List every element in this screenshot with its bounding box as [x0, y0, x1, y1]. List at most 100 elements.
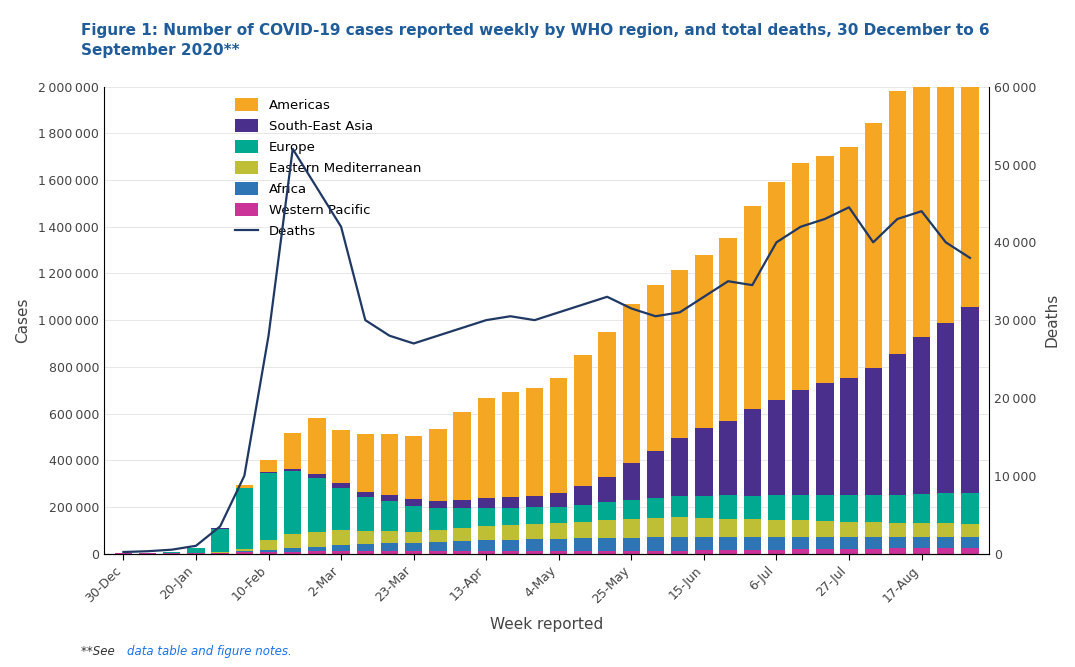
Bar: [768, 400, 785, 495]
Bar: [381, 552, 398, 554]
Deaths: [262, 331, 275, 340]
Bar: [405, 436, 422, 500]
Bar: [864, 549, 882, 554]
Bar: [937, 523, 955, 537]
Bar: [429, 552, 446, 554]
Bar: [429, 542, 446, 552]
Bar: [212, 528, 229, 552]
Bar: [357, 544, 374, 552]
Bar: [937, 494, 955, 523]
Bar: [212, 552, 229, 553]
Bar: [671, 518, 688, 537]
Bar: [599, 502, 616, 520]
Bar: [502, 526, 519, 540]
Bar: [284, 534, 301, 548]
Bar: [260, 540, 277, 550]
Bar: [309, 474, 326, 478]
Bar: [235, 549, 253, 552]
Deaths: [383, 331, 396, 340]
Bar: [381, 434, 398, 495]
Deaths: [166, 546, 178, 554]
Bar: [889, 522, 906, 537]
Bar: [454, 508, 471, 528]
Bar: [696, 496, 713, 518]
Bar: [260, 552, 277, 554]
Bar: [768, 537, 785, 550]
Bar: [864, 494, 882, 522]
Bar: [816, 383, 833, 495]
Y-axis label: Cases: Cases: [15, 297, 30, 343]
Bar: [768, 182, 785, 400]
Deaths: [334, 223, 347, 231]
Bar: [599, 332, 616, 477]
Deaths: [407, 340, 420, 348]
Bar: [889, 354, 906, 494]
Deaths: [431, 331, 444, 340]
Deaths: [794, 223, 807, 231]
Bar: [937, 537, 955, 548]
Bar: [574, 551, 591, 554]
Deaths: [721, 277, 734, 285]
Bar: [671, 550, 688, 554]
Bar: [719, 495, 736, 518]
Bar: [744, 496, 761, 519]
Bar: [526, 496, 543, 507]
Bar: [768, 550, 785, 554]
Bar: [696, 428, 713, 496]
Bar: [961, 548, 978, 554]
Bar: [696, 518, 713, 537]
Text: September 2020**: September 2020**: [81, 43, 240, 58]
Bar: [913, 548, 930, 554]
Bar: [719, 420, 736, 495]
Bar: [477, 552, 494, 554]
Deaths: [479, 316, 492, 324]
Bar: [454, 412, 471, 500]
Bar: [550, 523, 568, 539]
Bar: [212, 553, 229, 554]
Bar: [937, 38, 955, 323]
Bar: [913, 494, 930, 523]
Bar: [961, 537, 978, 548]
Bar: [550, 378, 568, 492]
Bar: [864, 537, 882, 549]
Bar: [550, 539, 568, 552]
Bar: [284, 433, 301, 469]
Bar: [696, 537, 713, 550]
Bar: [816, 521, 833, 537]
Bar: [502, 508, 519, 526]
Bar: [454, 500, 471, 508]
Bar: [816, 549, 833, 554]
Bar: [526, 539, 543, 552]
Bar: [381, 532, 398, 544]
Bar: [574, 522, 591, 538]
Bar: [647, 285, 664, 451]
Bar: [429, 429, 446, 501]
Bar: [357, 492, 374, 497]
Deaths: [940, 238, 952, 246]
Bar: [889, 494, 906, 522]
Bar: [841, 549, 858, 554]
Bar: [671, 270, 688, 438]
Bar: [550, 492, 568, 506]
Y-axis label: Deaths: Deaths: [1045, 293, 1060, 348]
Bar: [744, 519, 761, 537]
Bar: [696, 550, 713, 554]
Bar: [961, 307, 978, 494]
Deaths: [649, 312, 662, 320]
Bar: [599, 538, 616, 551]
Bar: [187, 548, 204, 553]
Bar: [719, 238, 736, 420]
Bar: [913, 523, 930, 537]
Bar: [671, 537, 688, 550]
Bar: [961, 494, 978, 524]
Bar: [719, 537, 736, 550]
Deaths: [843, 203, 856, 211]
Bar: [864, 522, 882, 537]
Bar: [864, 123, 882, 368]
Bar: [792, 495, 809, 520]
Bar: [502, 392, 519, 498]
Bar: [526, 507, 543, 524]
Bar: [889, 537, 906, 548]
Bar: [744, 410, 761, 496]
Bar: [477, 398, 494, 498]
